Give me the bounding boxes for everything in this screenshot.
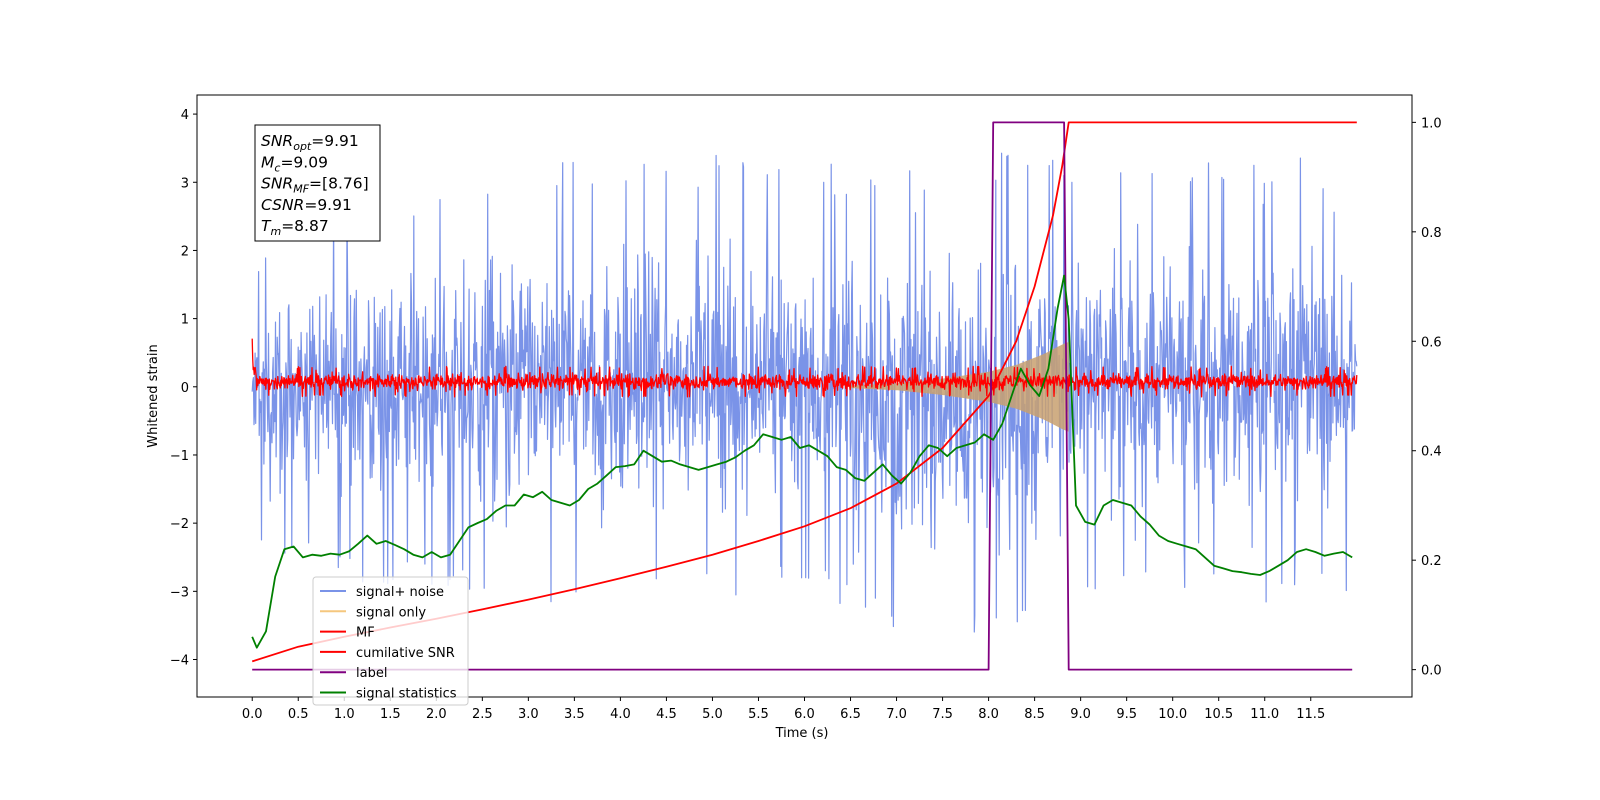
- info-box-frame: [254, 124, 381, 242]
- legend-frame: [312, 576, 469, 706]
- x-tick-label: 2.5: [472, 707, 493, 722]
- x-tick-label: 0.0: [242, 707, 263, 722]
- x-tick-label: 11.5: [1296, 707, 1325, 722]
- x-tick-label: 5.0: [702, 707, 723, 722]
- x-axis-label: Time (s): [775, 726, 829, 741]
- x-tick-label: 0.5: [288, 707, 309, 722]
- y-tick-label: 0: [181, 381, 189, 396]
- x-tick-label: 6.5: [840, 707, 861, 722]
- y-tick-label: 1: [181, 313, 189, 328]
- x-axis: 0.0 0.5 1.0 1.5 2.0 2.5 3.0 3.5 4.0 4.5 5.0 5.5 6.0 6…: [242, 697, 1325, 722]
- x-tick-label: 8.0: [978, 707, 999, 722]
- y-tick-label: −2: [170, 517, 189, 532]
- legend: signal+ noise signal only MF cumilative SNR…: [312, 576, 469, 706]
- legend-label-cumilative-snr: cumilative SNR: [356, 646, 455, 661]
- y2-tick-label: 1.0: [1421, 116, 1442, 131]
- info-box-line: SNRMF=[8.76]: [261, 175, 369, 196]
- y2-tick-label: 0.8: [1421, 226, 1442, 241]
- info-box-line: CSNR=9.91: [261, 196, 352, 214]
- x-tick-label: 7.0: [886, 707, 907, 722]
- legend-label-label: label: [356, 666, 387, 681]
- x-tick-label: 9.0: [1070, 707, 1091, 722]
- x-tick-label: 8.5: [1024, 707, 1045, 722]
- legend-label-mf: MF: [356, 626, 375, 641]
- x-tick-label: 3.0: [518, 707, 539, 722]
- x-tick-label: 1.5: [380, 707, 401, 722]
- series-signal-statistics: [251, 274, 1353, 649]
- legend-label-signal-only: signal only: [356, 605, 426, 620]
- legend-label-signal-noise: signal+ noise: [356, 585, 444, 600]
- info-box-line: SNRopt=9.91: [261, 132, 359, 153]
- info-box-line: Mc=9.09: [261, 153, 328, 174]
- series-mf: [251, 338, 1358, 398]
- x-tick-label: 1.0: [334, 707, 355, 722]
- y-tick-label: 4: [181, 108, 189, 123]
- x-tick-label: 7.5: [932, 707, 953, 722]
- x-tick-label: 10.5: [1204, 707, 1233, 722]
- series-signal-only: [850, 341, 1069, 432]
- y-tick-label: −4: [170, 654, 189, 669]
- x-tick-label: 5.5: [748, 707, 769, 722]
- x-tick-label: 4.5: [656, 707, 677, 722]
- x-tick-label: 6.0: [794, 707, 815, 722]
- y-tick-label: −3: [170, 585, 189, 600]
- y2-tick-label: 0.0: [1421, 664, 1442, 679]
- x-tick-label: 10.0: [1158, 707, 1187, 722]
- x-tick-label: 4.0: [610, 707, 631, 722]
- y-axis-left: −4 −3 −2 −1 0 1 2 3 4: [170, 108, 197, 669]
- y2-tick-label: 0.2: [1421, 554, 1442, 569]
- y2-tick-label: 0.6: [1421, 335, 1442, 350]
- info-box-line: Tm=8.87: [261, 217, 329, 238]
- y-axis-right: 0.0 0.2 0.4 0.6 0.8 1.0: [1412, 116, 1442, 679]
- x-tick-label: 9.5: [1116, 707, 1137, 722]
- x-tick-label: 11.0: [1250, 707, 1279, 722]
- x-tick-label: 2.0: [426, 707, 447, 722]
- series-signal-noise: [251, 152, 1358, 633]
- legend-label-signal-statistics: signal statistics: [356, 687, 457, 702]
- y-tick-label: 3: [181, 176, 189, 191]
- y-tick-label: −1: [170, 449, 189, 464]
- series-label: [252, 121, 1353, 671]
- y-axis-label: Whitened strain: [146, 344, 161, 447]
- x-tick-label: 3.5: [564, 707, 585, 722]
- y2-tick-label: 0.4: [1421, 445, 1442, 460]
- y-tick-label: 2: [181, 244, 189, 259]
